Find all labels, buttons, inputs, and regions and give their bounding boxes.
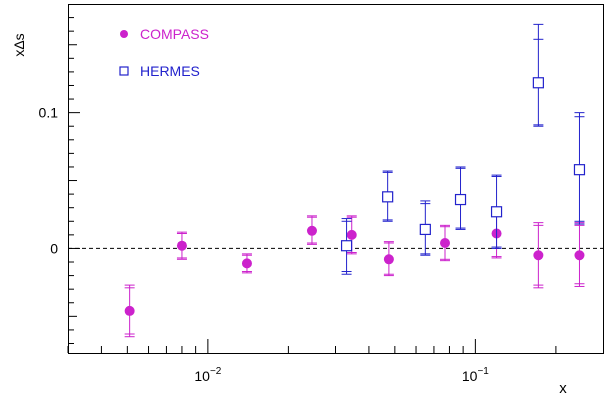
data-point-hermes <box>454 166 467 230</box>
data-point-hermes <box>573 112 586 225</box>
plot-frame <box>68 4 604 354</box>
legend-marker-compass <box>120 30 128 38</box>
marker <box>306 225 317 236</box>
x-tick-label: 10−1 <box>462 366 489 384</box>
data-point-hermes <box>419 200 431 256</box>
marker <box>573 164 586 176</box>
y-tick-label: 0 <box>50 240 58 256</box>
marker <box>340 240 353 252</box>
marker <box>440 238 451 249</box>
data-point-hermes <box>532 23 544 127</box>
marker <box>241 258 252 269</box>
legend-label-compass: COMPASS <box>140 26 209 42</box>
legend-label-hermes: HERMES <box>140 63 200 79</box>
marker <box>419 223 431 236</box>
marker <box>532 77 544 89</box>
data-point-hermes <box>340 218 353 275</box>
data-point-compass <box>383 241 394 277</box>
marker <box>454 193 467 206</box>
marker <box>176 240 187 251</box>
marker <box>124 305 135 316</box>
x-tick-label: 10−2 <box>194 366 221 384</box>
data-point-compass <box>241 253 252 274</box>
data-point-compass <box>124 284 135 338</box>
marker <box>533 250 544 261</box>
y-tick-label: 0.1 <box>39 105 59 121</box>
data-point-hermes <box>490 174 503 249</box>
data-point-compass <box>176 231 187 260</box>
marker <box>346 229 357 240</box>
axis-ticks: 0 0.1 10−2 10−1 <box>39 17 557 384</box>
marker <box>490 206 503 218</box>
x-axis-label: x <box>559 380 567 397</box>
marker <box>382 191 394 203</box>
y-axis-label: xΔs <box>11 33 27 56</box>
marker <box>574 250 585 261</box>
data-point-hermes <box>382 170 394 222</box>
series-compass <box>124 209 585 338</box>
legend: COMPASS HERMES <box>119 26 209 79</box>
marker <box>383 254 394 265</box>
data-point-compass <box>306 215 317 245</box>
data-point-compass <box>440 224 451 262</box>
data-series <box>124 23 586 338</box>
legend-marker-hermes <box>119 66 129 76</box>
data-point-compass <box>533 222 544 289</box>
data-point-compass <box>574 222 585 287</box>
series-hermes <box>340 23 586 275</box>
